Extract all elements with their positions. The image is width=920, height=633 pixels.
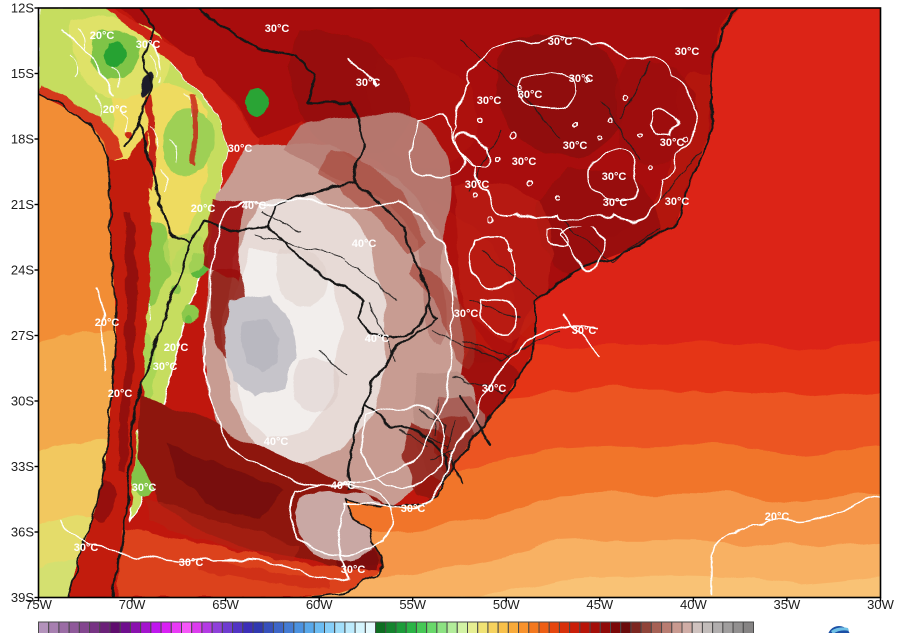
svg-text:30°C: 30°C	[512, 156, 537, 168]
svg-text:55W: 55W	[399, 597, 426, 612]
svg-text:30°C: 30°C	[265, 23, 290, 35]
svg-text:40°C: 40°C	[352, 238, 377, 250]
svg-text:30°C: 30°C	[477, 95, 502, 107]
svg-text:24S: 24S	[11, 263, 34, 278]
svg-text:40°C: 40°C	[331, 480, 356, 492]
svg-text:39S: 39S	[11, 590, 34, 605]
svg-text:30°C: 30°C	[454, 308, 479, 320]
svg-text:40°C: 40°C	[264, 436, 289, 448]
svg-text:30S: 30S	[11, 394, 34, 409]
svg-text:30°C: 30°C	[548, 36, 573, 48]
svg-text:30°C: 30°C	[465, 179, 490, 191]
svg-text:70W: 70W	[119, 597, 146, 612]
svg-text:METSUL: METSUL	[856, 631, 920, 633]
svg-text:30W: 30W	[867, 597, 894, 612]
svg-text:30°C: 30°C	[153, 361, 178, 373]
svg-text:50W: 50W	[493, 597, 520, 612]
svg-text:30°C: 30°C	[665, 196, 690, 208]
svg-text:35W: 35W	[774, 597, 801, 612]
svg-text:15S: 15S	[11, 66, 34, 81]
svg-text:30°C: 30°C	[660, 137, 685, 149]
svg-text:20°C: 20°C	[95, 317, 120, 329]
svg-text:20°C: 20°C	[191, 203, 216, 215]
svg-text:40°C: 40°C	[365, 333, 390, 345]
svg-text:20°C: 20°C	[108, 388, 133, 400]
svg-text:65W: 65W	[212, 597, 239, 612]
svg-text:75W: 75W	[25, 597, 52, 612]
svg-text:60W: 60W	[306, 597, 333, 612]
svg-text:30°C: 30°C	[675, 46, 700, 58]
svg-text:30°C: 30°C	[518, 89, 543, 101]
svg-text:30°C: 30°C	[179, 557, 204, 569]
svg-text:36S: 36S	[11, 525, 34, 540]
svg-text:30°C: 30°C	[401, 503, 426, 515]
svg-text:20°C: 20°C	[765, 511, 790, 523]
svg-text:30°C: 30°C	[341, 564, 366, 576]
svg-text:20°C: 20°C	[103, 104, 128, 116]
svg-text:21S: 21S	[11, 197, 34, 212]
svg-text:27S: 27S	[11, 328, 34, 343]
svg-text:40W: 40W	[680, 597, 707, 612]
svg-text:30°C: 30°C	[74, 542, 99, 554]
svg-text:30°C: 30°C	[482, 383, 507, 395]
svg-text:12S: 12S	[11, 1, 34, 16]
svg-text:30°C: 30°C	[356, 77, 381, 89]
svg-text:30°C: 30°C	[132, 482, 157, 494]
svg-text:30°C: 30°C	[136, 39, 161, 51]
svg-text:18S: 18S	[11, 132, 34, 147]
svg-text:20°C: 20°C	[90, 30, 115, 42]
svg-text:30°C: 30°C	[603, 197, 628, 209]
svg-text:30°C: 30°C	[569, 73, 594, 85]
svg-text:33S: 33S	[11, 459, 34, 474]
svg-text:30°C: 30°C	[572, 325, 597, 337]
svg-text:40°C: 40°C	[242, 200, 267, 212]
svg-text:20°C: 20°C	[164, 342, 189, 354]
svg-text:30°C: 30°C	[602, 171, 627, 183]
svg-text:30°C: 30°C	[563, 140, 588, 152]
svg-text:45W: 45W	[586, 597, 613, 612]
svg-text:30°C: 30°C	[228, 143, 253, 155]
